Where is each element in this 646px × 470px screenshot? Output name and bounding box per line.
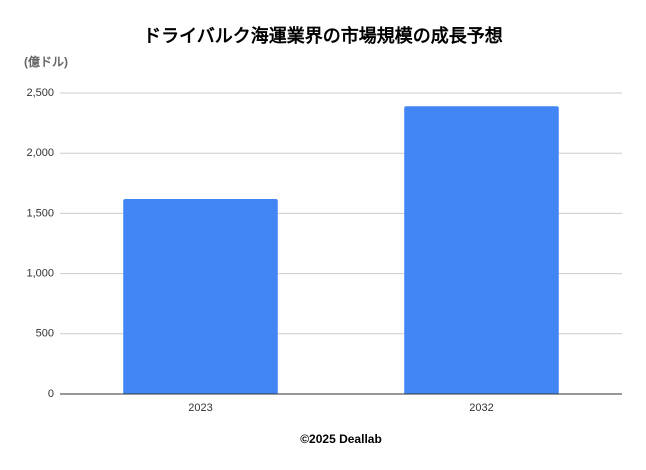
y-tick-label: 2,500 [26, 87, 54, 99]
footer: ©2025 Deallab [300, 432, 382, 446]
bar [123, 198, 278, 394]
y-axis-label: (億ドル) [24, 54, 68, 69]
chart-title: ドライバルク海運業界の市場規模の成長予想 [143, 25, 503, 46]
y-tick-label: 1,000 [26, 268, 54, 280]
y-tick-label: 1,500 [26, 207, 54, 219]
y-tick-label: 500 [36, 328, 54, 340]
y-tick-label: 0 [48, 388, 54, 400]
y-tick-label: 2,000 [26, 147, 54, 159]
x-tick-label: 2032 [469, 402, 493, 414]
x-tick-label: 2023 [188, 402, 212, 414]
bar [404, 106, 559, 394]
